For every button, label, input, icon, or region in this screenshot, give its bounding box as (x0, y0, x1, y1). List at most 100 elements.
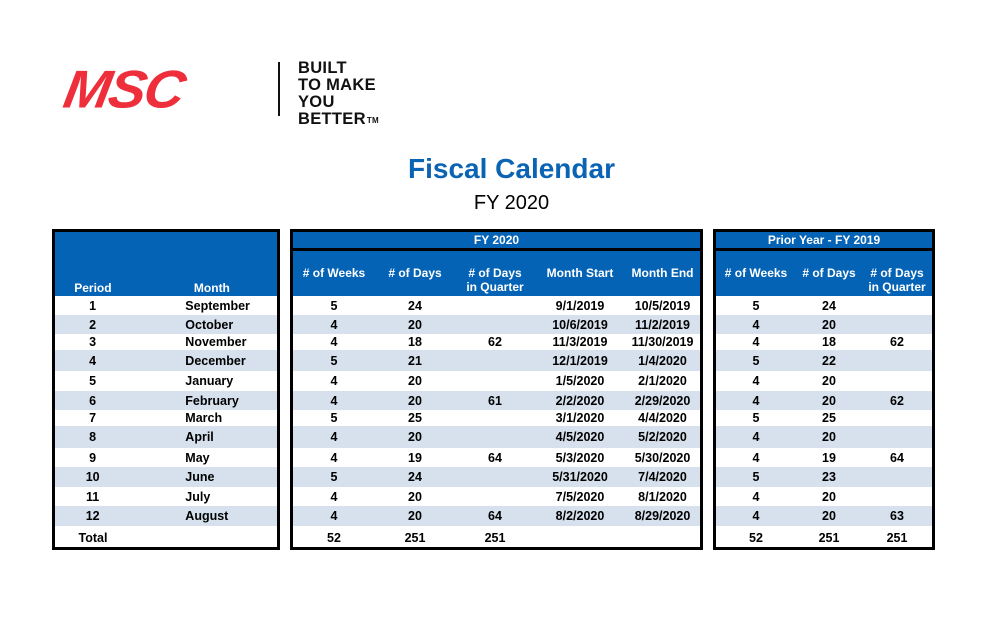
table-row: 4 20 10/6/2019 11/2/2019 (293, 315, 700, 334)
column-header-weeks: # of Weeks (724, 266, 788, 280)
table-row: 5 25 (716, 410, 932, 426)
cell-month-end: 5/30/2020 (634, 450, 691, 465)
table-row: 5 25 3/1/2020 4/4/2020 (293, 410, 700, 426)
cell-days: 251 (818, 531, 840, 545)
table-row: 4 20 (716, 487, 932, 506)
table-body: 1 September 2 October 3 November 4 December 5 Jan… (55, 296, 277, 550)
table-body: 5 24 4 20 4 18 62 5 22 4 20 4 20 62 5 25 4 20 4 19 64 5 23 4 20 4… (716, 296, 932, 550)
cell-month: October (185, 317, 234, 332)
cell-month-start: 9/1/2019 (555, 298, 605, 313)
cell-month-start: 12/1/2019 (552, 353, 608, 368)
table-row: 6 February (55, 391, 277, 410)
cell-days: 25 (822, 411, 836, 425)
cell-days-in-quarter: 251 (484, 531, 506, 545)
cell-month-start: 5/3/2020 (555, 450, 605, 465)
cell-days-in-quarter: 62 (890, 393, 904, 408)
table-row: 3 November (55, 334, 277, 350)
cell-month-start: 10/6/2019 (552, 317, 608, 332)
logo-tagline: BUILT TO MAKE YOU BETTERTM (298, 60, 379, 128)
cell-month-end: 1/4/2020 (638, 353, 687, 368)
table-row: 4 20 (716, 371, 932, 391)
column-header-days-in-quarter-line1: # of Days (870, 266, 924, 280)
cell-month-end: 2/29/2020 (634, 393, 691, 408)
cell-days: 20 (822, 317, 836, 332)
table-header: Period Month (55, 232, 277, 296)
table-body: 5 24 9/1/2019 10/5/2019 4 20 10/6/2019 11/2/201… (293, 296, 700, 550)
column-header-period: Period (74, 281, 112, 295)
table-row: 4 20 4/5/2020 5/2/2020 (293, 426, 700, 448)
table-row: 5 21 12/1/2019 1/4/2020 (293, 350, 700, 371)
tagline-line-1: BUILT (298, 59, 347, 77)
cell-month-end: 10/5/2019 (634, 298, 691, 313)
column-header-days: # of Days (802, 266, 856, 280)
cell-month-end: 11/30/2019 (631, 335, 694, 349)
cell-month: March (185, 411, 223, 425)
cell-month-end: 5/2/2020 (638, 430, 687, 444)
table-row: 4 20 62 (716, 391, 932, 410)
cell-days: 20 (822, 489, 836, 504)
cell-month: February (185, 393, 239, 408)
cell-days-in-quarter: 64 (890, 450, 904, 465)
cell-days: 20 (822, 374, 836, 388)
cell-period: 10 (85, 470, 100, 484)
total-row: 52 251 251 (293, 526, 700, 550)
table-row: 7 March (55, 410, 277, 426)
cell-month-start: 11/3/2019 (552, 335, 608, 349)
group-header-fy2020: FY 2020 (293, 232, 700, 251)
cell-weeks: 5 (330, 411, 338, 425)
cell-period: 6 (89, 393, 97, 408)
table-row: 5 22 (716, 350, 932, 371)
table-row: 1 September (55, 296, 277, 315)
table-row: 5 January (55, 371, 277, 391)
total-row: Total (55, 526, 277, 550)
period-month-table: Period Month 1 September 2 October 3 November… (52, 229, 280, 550)
logo-wordmark: MSC (59, 59, 189, 119)
total-row: 52 251 251 (716, 526, 932, 550)
cell-period: 4 (89, 353, 97, 368)
cell-month-start: 8/2/2020 (555, 509, 605, 523)
cell-days: 21 (408, 353, 422, 368)
column-header-days-in-quarter-line2: in Quarter (868, 280, 926, 294)
cell-days-in-quarter: 63 (890, 509, 904, 523)
cell-weeks: 4 (752, 430, 760, 444)
cell-weeks: 4 (330, 489, 338, 504)
table-row: 9 May (55, 448, 277, 467)
cell-weeks: 4 (752, 393, 760, 408)
cell-weeks: 5 (752, 411, 760, 425)
table-row: 4 20 61 2/2/2020 2/29/2020 (293, 391, 700, 410)
cell-days: 20 (408, 393, 422, 408)
table-row: 4 20 63 (716, 506, 932, 526)
table-row: 4 18 62 11/3/2019 11/30/2019 (293, 334, 700, 350)
cell-month: January (185, 374, 234, 388)
cell-period: 3 (89, 335, 97, 349)
cell-month-start: 5/31/2020 (552, 470, 608, 484)
cell-period: 11 (86, 489, 100, 504)
cell-month-end: 11/2/2019 (635, 317, 690, 332)
table-row: 5 24 9/1/2019 10/5/2019 (293, 296, 700, 315)
cell-month-end: 2/1/2020 (638, 374, 687, 388)
table-row: 12 August (55, 506, 277, 526)
cell-days: 24 (408, 298, 422, 313)
cell-days: 24 (822, 298, 836, 313)
cell-period: 2 (89, 317, 97, 332)
cell-days: 20 (408, 374, 422, 388)
column-header-month-end: Month End (631, 266, 694, 280)
cell-weeks: 5 (752, 470, 760, 484)
logo-divider (278, 62, 280, 116)
cell-period: 12 (85, 509, 100, 523)
table-row: 11 July (55, 487, 277, 506)
cell-period: 7 (89, 411, 97, 425)
cell-month-end: 7/4/2020 (638, 470, 687, 484)
column-header-month: Month (193, 281, 230, 295)
cell-weeks: 5 (330, 298, 338, 313)
cell-weeks: 4 (752, 489, 760, 504)
cell-month: November (185, 335, 247, 349)
table-row: 4 19 64 (716, 448, 932, 467)
cell-days-in-quarter: 61 (488, 393, 502, 408)
cell-days: 23 (822, 470, 836, 484)
cell-weeks: 5 (752, 298, 760, 313)
cell-days-in-quarter: 251 (886, 531, 908, 545)
cell-days: 251 (404, 531, 426, 545)
cell-weeks: 4 (330, 393, 338, 408)
cell-days: 18 (822, 335, 836, 349)
